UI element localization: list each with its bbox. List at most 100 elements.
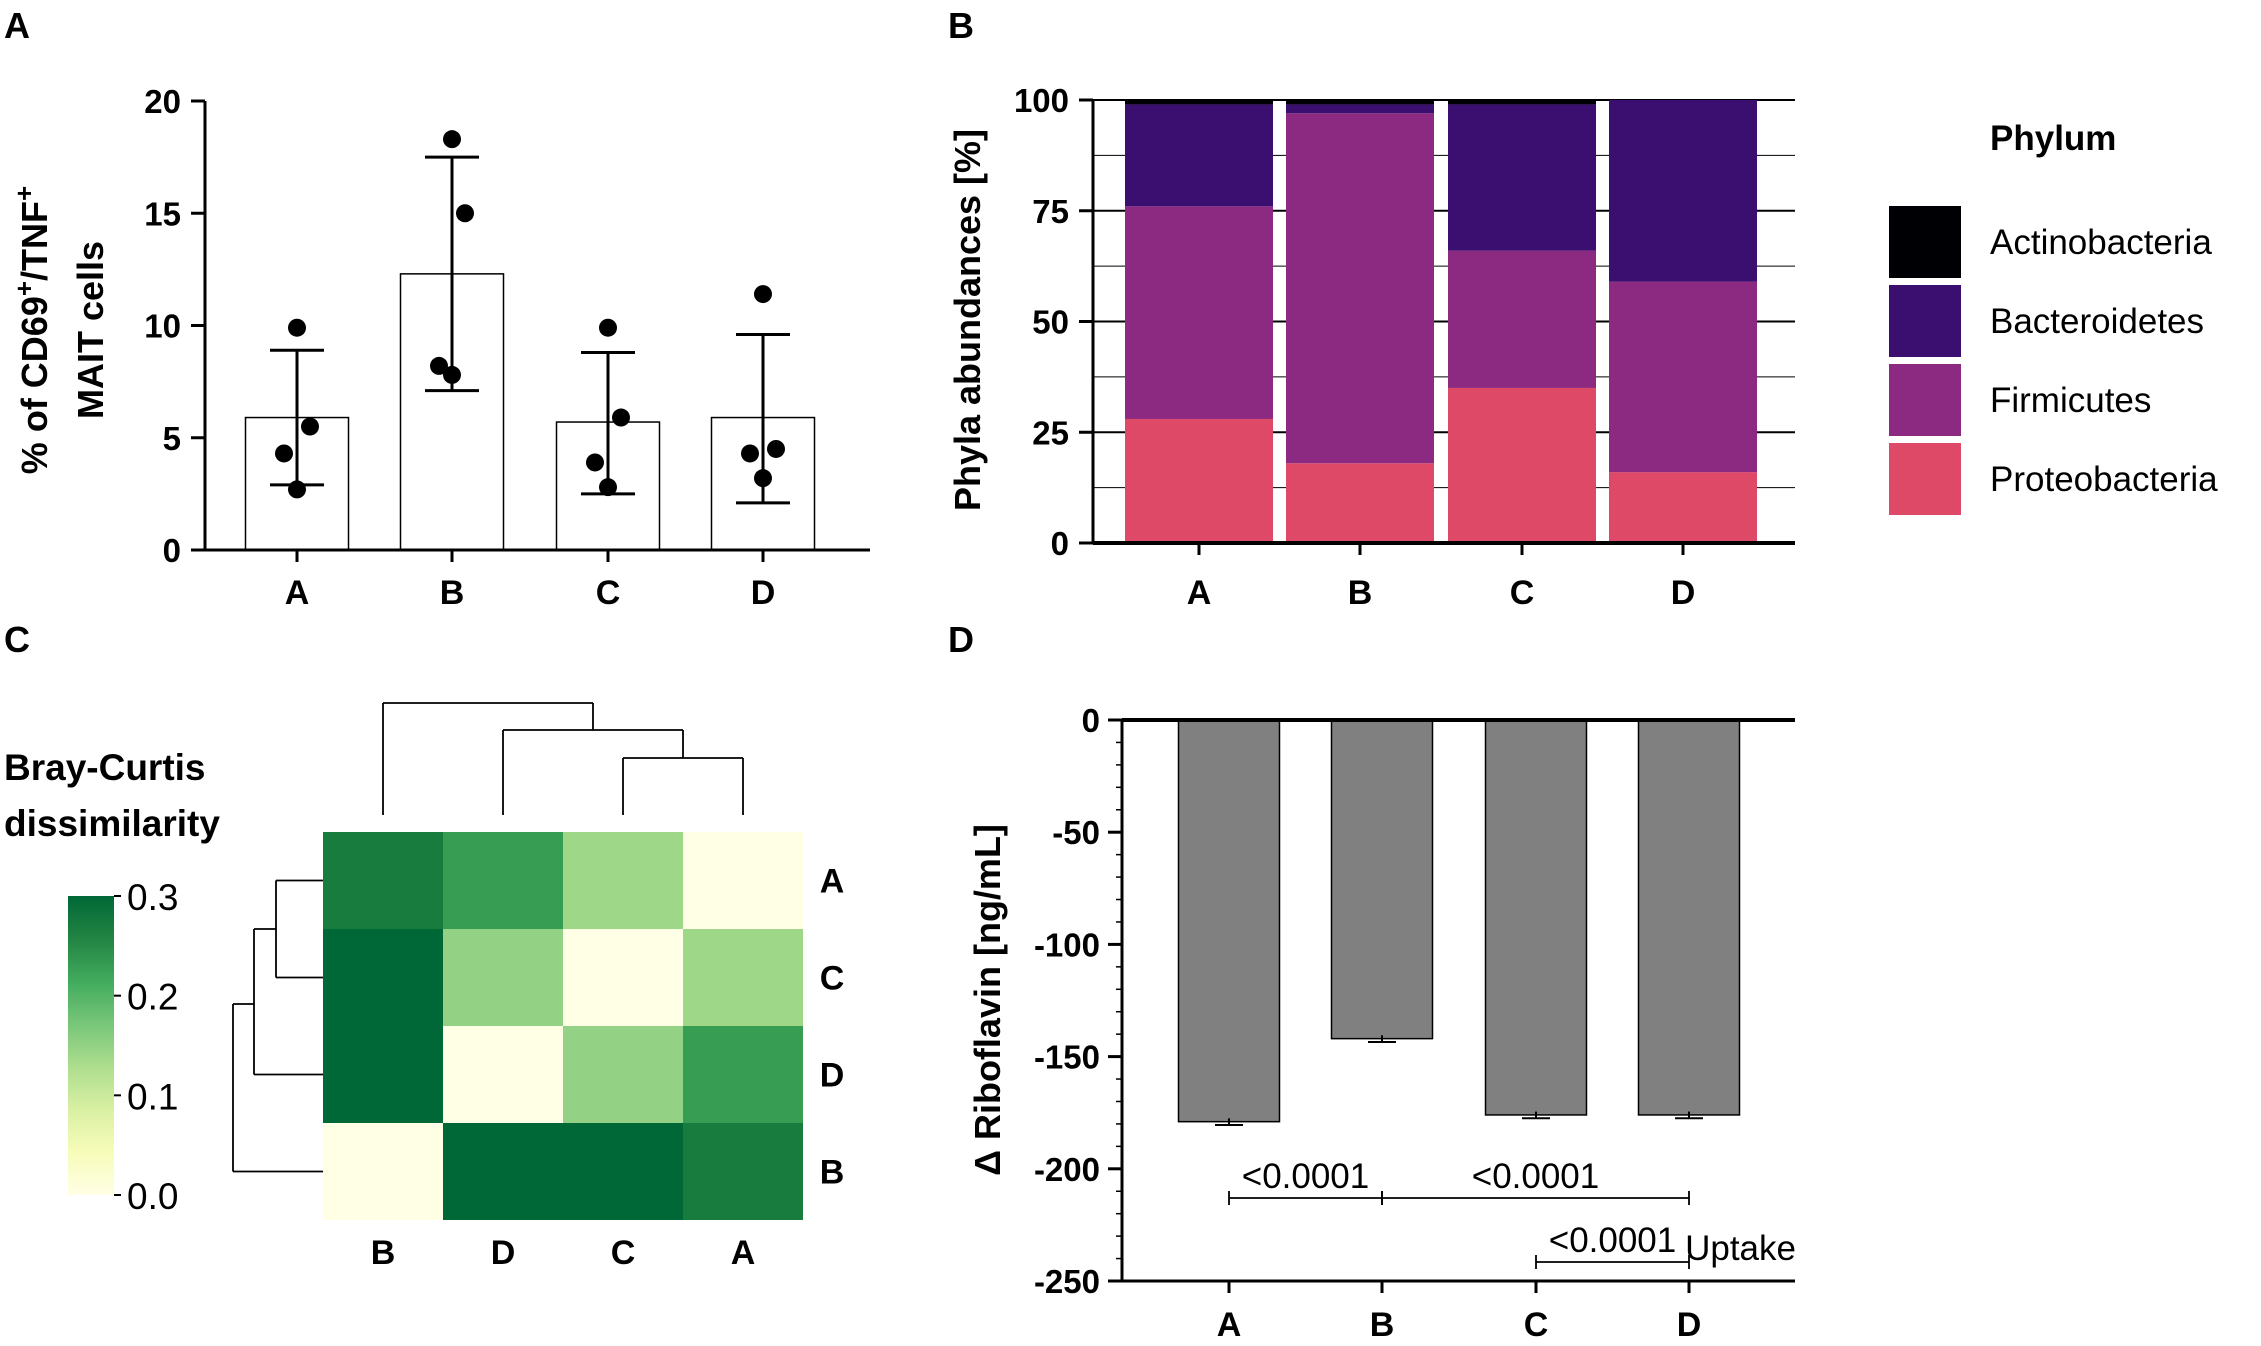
heatmap-cell [563, 1026, 683, 1123]
legend-swatch-bacteroidetes [1889, 285, 1961, 357]
significance-label: <0.0001 [1472, 1157, 1600, 1196]
heatmap-cell [323, 1123, 443, 1220]
data-point [301, 417, 319, 436]
colorbar-tick-label: 0.0 [127, 1176, 178, 1217]
heatmap-col-label: A [731, 1234, 756, 1272]
bar-segment-bacteroidetes [1286, 104, 1434, 114]
data-point [430, 356, 448, 375]
x-tick-label: A [1187, 574, 1212, 612]
heatmap-cell [683, 929, 803, 1026]
heatmap-cell [443, 929, 563, 1026]
colorbar-title-line2: dissimilarity [4, 803, 220, 844]
y-axis-label: Phyla abundances [%] [947, 129, 988, 511]
bar-segment-proteobacteria [1286, 463, 1434, 543]
bar-a [1177, 719, 1281, 1123]
y-tick-label: 0 [1082, 702, 1100, 739]
y-tick-label: -200 [1034, 1151, 1100, 1188]
bar-segment-actinobacteria [1125, 100, 1273, 105]
heatmap-cell [563, 832, 683, 929]
colorbar-tick-label: 0.1 [127, 1076, 178, 1117]
heatmap-cell [443, 1123, 563, 1220]
y-axis-label-line2: MAIT cells [70, 241, 111, 419]
legend-label: Actinobacteria [1990, 223, 2212, 262]
heatmap-col-label: C [611, 1234, 636, 1272]
heatmap-col-label: D [491, 1234, 516, 1272]
bar-segment-bacteroidetes [1448, 104, 1596, 251]
heatmap-cell [323, 929, 443, 1026]
y-tick-label: 25 [1032, 414, 1069, 451]
y-tick-label: 75 [1032, 193, 1069, 230]
data-point [599, 318, 617, 337]
significance-label: <0.0001 [1549, 1221, 1677, 1260]
y-tick-label: -100 [1034, 926, 1100, 963]
x-tick-label: D [1671, 574, 1696, 612]
data-point [754, 469, 772, 488]
colorbar-title-line1: Bray-Curtis [4, 747, 206, 788]
y-tick-label: 0 [163, 532, 181, 569]
heatmap-cell [443, 832, 563, 929]
bar-segment-firmicutes [1609, 281, 1757, 473]
y-label-sup: + [9, 281, 39, 296]
panel-label-c: C [4, 619, 30, 660]
bar-segment-bacteroidetes [1609, 100, 1757, 282]
bar-d [1637, 719, 1741, 1116]
bar-b [1330, 719, 1434, 1040]
y-tick-label: 5 [163, 420, 181, 457]
heatmap-cell [683, 1026, 803, 1123]
x-tick-label: B [1348, 574, 1373, 612]
x-tick-label: C [596, 574, 621, 612]
heatmap-row-label: D [820, 1057, 845, 1095]
x-tick-label: D [751, 574, 776, 612]
legend-swatch-proteobacteria [1889, 443, 1961, 515]
panel-label-b: B [948, 5, 974, 46]
data-point [741, 444, 759, 463]
data-point [443, 365, 461, 384]
legend-swatch-firmicutes [1889, 364, 1961, 436]
bar-segment-proteobacteria [1448, 387, 1596, 543]
data-point [443, 130, 461, 149]
bar-segment-firmicutes [1286, 113, 1434, 464]
heatmap-cell [323, 832, 443, 929]
heatmap-row-label: C [820, 960, 845, 998]
colorbar-tick-label: 0.2 [127, 977, 178, 1018]
colorbar-tick-label: 0.3 [127, 877, 178, 918]
bar-c [1484, 719, 1588, 1116]
x-tick-label: A [285, 574, 310, 612]
heatmap-row-label: A [820, 863, 845, 901]
y-axis-label: Δ Riboflavin [ng/mL] [967, 824, 1008, 1176]
data-point [288, 480, 306, 499]
heatmap-cell [683, 1123, 803, 1220]
x-tick-label: C [1524, 1306, 1549, 1344]
y-tick-label: 15 [144, 195, 181, 232]
data-point [767, 439, 785, 458]
y-tick-label: -50 [1052, 814, 1100, 851]
y-label-part: /TNF [14, 201, 55, 281]
y-label-part: % of CD69 [14, 296, 55, 474]
bar-segment-bacteroidetes [1125, 104, 1273, 207]
legend-title: Phylum [1990, 119, 2116, 158]
y-tick-label: 10 [144, 308, 181, 345]
panel-d-riboflavin-chart: 0 -50 -100 -150 -200 -250 A B C D Δ Riboflavin [ng… [967, 702, 1796, 1344]
heatmap-cell [443, 1026, 563, 1123]
y-axis-label: % of CD69+/TNF+ [9, 186, 55, 474]
uptake-note: Uptake [1685, 1229, 1796, 1268]
legend-label: Bacteroidetes [1990, 302, 2204, 341]
y-tick-label: -150 [1034, 1039, 1100, 1076]
y-tick-label: 50 [1032, 304, 1069, 341]
data-point [612, 408, 630, 427]
bar-segment-firmicutes [1448, 250, 1596, 388]
panel-c-heatmap: B D C A A C D B Bray-Curtis dissimilarity 0.0 0.1 0.… [4, 702, 845, 1272]
panel-b-phyla-chart: 0 25 50 75 100 A B C D Phyla abundances [%] Phylum… [947, 82, 2218, 612]
heatmap-row-label: B [820, 1154, 845, 1192]
y-tick-label: 0 [1051, 525, 1069, 562]
x-tick-label: B [1370, 1306, 1395, 1344]
y-label-sup: + [9, 186, 39, 201]
data-point [288, 318, 306, 337]
legend-label: Proteobacteria [1990, 460, 2218, 499]
data-point [586, 453, 604, 472]
y-tick-label: 100 [1014, 82, 1069, 119]
y-tick-label: -250 [1034, 1263, 1100, 1300]
bar-segment-proteobacteria [1125, 418, 1273, 543]
